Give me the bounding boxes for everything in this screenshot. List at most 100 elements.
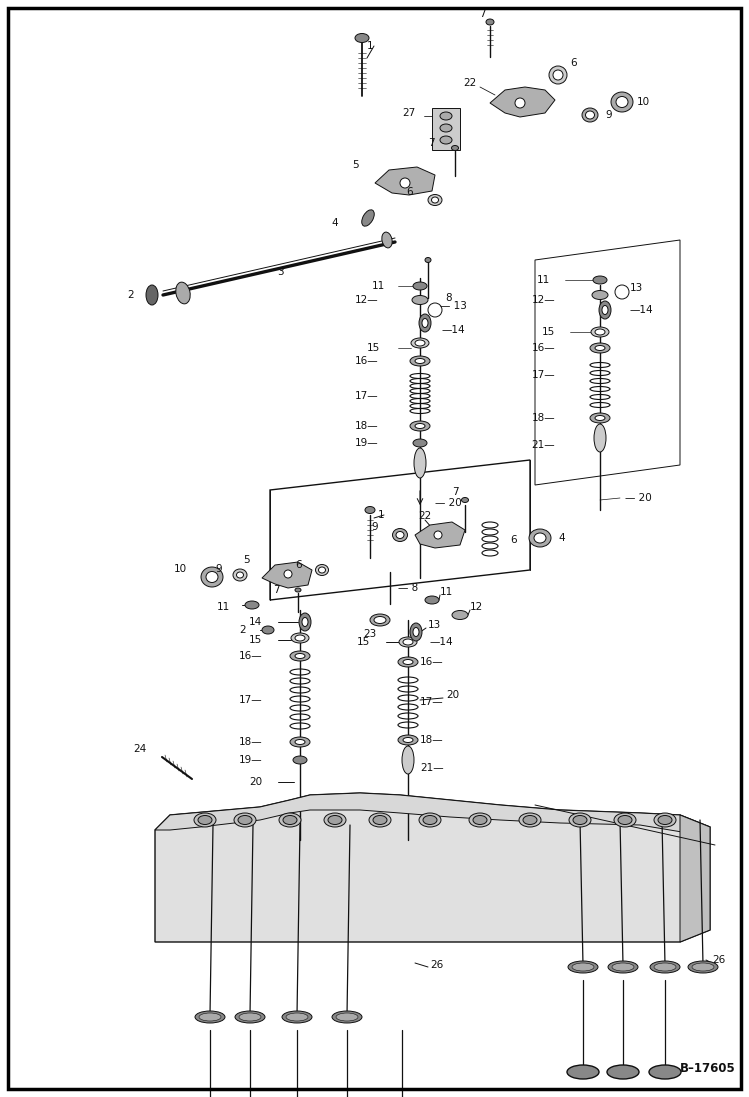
Ellipse shape (413, 627, 419, 636)
Text: 9: 9 (216, 564, 222, 574)
Text: 2: 2 (240, 625, 246, 635)
Ellipse shape (419, 314, 431, 332)
Ellipse shape (403, 737, 413, 743)
Ellipse shape (607, 1065, 639, 1079)
Ellipse shape (590, 412, 610, 423)
Ellipse shape (290, 737, 310, 747)
Text: — 13: — 13 (440, 301, 467, 312)
Ellipse shape (279, 813, 301, 827)
Ellipse shape (291, 633, 309, 643)
Circle shape (515, 98, 525, 108)
Ellipse shape (410, 623, 422, 641)
Text: 6: 6 (295, 559, 302, 570)
Text: 7: 7 (452, 487, 458, 497)
Ellipse shape (399, 637, 417, 647)
Text: 13: 13 (630, 283, 643, 293)
Ellipse shape (373, 815, 387, 825)
Text: — 20: — 20 (625, 493, 652, 504)
Ellipse shape (355, 34, 369, 43)
Ellipse shape (422, 318, 428, 328)
Text: 3: 3 (276, 267, 283, 278)
Ellipse shape (534, 533, 546, 543)
Ellipse shape (286, 1013, 308, 1021)
Text: 19—: 19— (354, 438, 378, 448)
Ellipse shape (413, 282, 427, 290)
Ellipse shape (553, 70, 563, 80)
Ellipse shape (245, 601, 259, 609)
Ellipse shape (283, 815, 297, 825)
Text: 20: 20 (249, 777, 262, 787)
Text: 7: 7 (479, 9, 485, 19)
Text: 21—: 21— (420, 764, 443, 773)
Polygon shape (490, 87, 555, 117)
Ellipse shape (235, 1011, 265, 1024)
Ellipse shape (440, 124, 452, 132)
Ellipse shape (328, 815, 342, 825)
Ellipse shape (282, 1011, 312, 1024)
Ellipse shape (649, 1065, 681, 1079)
Ellipse shape (398, 735, 418, 745)
Text: 7: 7 (273, 585, 280, 595)
Ellipse shape (688, 961, 718, 973)
Ellipse shape (599, 301, 611, 319)
Ellipse shape (594, 425, 606, 452)
Text: 15: 15 (542, 327, 555, 337)
Text: —14: —14 (630, 305, 654, 315)
Ellipse shape (302, 618, 308, 626)
Text: 15: 15 (357, 637, 370, 647)
Ellipse shape (549, 66, 567, 84)
Text: —14: —14 (430, 637, 454, 647)
Ellipse shape (415, 340, 425, 346)
Ellipse shape (369, 813, 391, 827)
Ellipse shape (423, 815, 437, 825)
Ellipse shape (299, 613, 311, 631)
Ellipse shape (324, 813, 346, 827)
Ellipse shape (591, 327, 609, 337)
Ellipse shape (195, 1011, 225, 1024)
Ellipse shape (402, 746, 414, 774)
Ellipse shape (612, 963, 634, 971)
Ellipse shape (201, 567, 223, 587)
Ellipse shape (412, 295, 428, 305)
Ellipse shape (602, 305, 608, 315)
Ellipse shape (198, 815, 212, 825)
Ellipse shape (403, 638, 413, 645)
Ellipse shape (410, 421, 430, 431)
Text: 11: 11 (216, 602, 230, 612)
Ellipse shape (396, 532, 404, 539)
Ellipse shape (293, 756, 307, 764)
Text: 18—: 18— (354, 421, 378, 431)
Ellipse shape (176, 282, 190, 304)
Circle shape (400, 178, 410, 188)
Ellipse shape (419, 813, 441, 827)
Text: — 8: — 8 (398, 583, 418, 593)
Ellipse shape (318, 567, 326, 573)
Text: 16—: 16— (531, 343, 555, 353)
Ellipse shape (233, 569, 247, 581)
Ellipse shape (238, 815, 252, 825)
Text: 18—: 18— (531, 412, 555, 423)
Ellipse shape (428, 194, 442, 205)
Text: 11: 11 (440, 587, 453, 597)
Ellipse shape (573, 815, 587, 825)
Ellipse shape (582, 108, 598, 122)
Text: 16—: 16— (354, 357, 378, 366)
Ellipse shape (415, 359, 425, 363)
Text: 18—: 18— (420, 735, 443, 745)
Ellipse shape (568, 961, 598, 973)
Ellipse shape (473, 815, 487, 825)
Ellipse shape (595, 329, 605, 335)
Ellipse shape (608, 961, 638, 973)
Ellipse shape (403, 659, 413, 665)
Ellipse shape (595, 416, 605, 420)
Text: 4: 4 (558, 533, 565, 543)
Ellipse shape (362, 210, 374, 226)
Text: 9: 9 (605, 110, 612, 120)
Text: —14: —14 (442, 325, 466, 335)
Ellipse shape (415, 423, 425, 429)
Text: 16—: 16— (420, 657, 443, 667)
Text: 15: 15 (249, 635, 262, 645)
Text: 2: 2 (127, 290, 134, 299)
Text: 17—: 17— (354, 391, 378, 402)
Ellipse shape (413, 439, 427, 446)
